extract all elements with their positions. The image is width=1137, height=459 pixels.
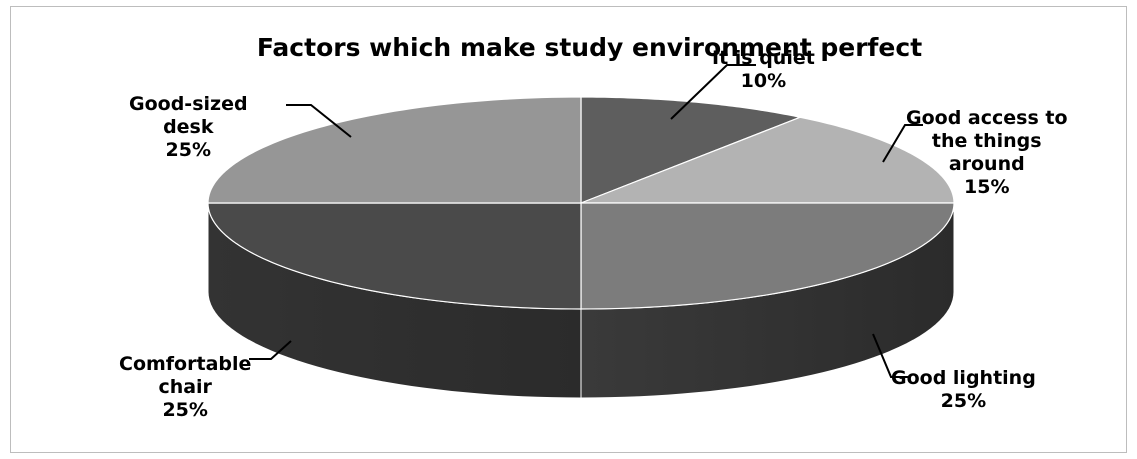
pie-slice-1 [580,116,955,204]
chart-frame: Factors which make study environment per… [10,6,1127,453]
slice-value-label: 15% [964,176,1010,198]
pie-chart [207,64,955,399]
leader-line-3 [249,340,292,360]
slice-label-line: Comfortable [119,353,252,375]
leader-line-4 [286,104,352,138]
pie-slice-2 [580,202,955,310]
slice-label-3: Comfortable chair 25% [119,353,251,422]
slice-label-line: chair [158,376,212,398]
slice-value-label: 25% [165,139,212,161]
slice-label-0: It is quiet 10% [712,47,815,93]
leader-line-1 [882,124,923,163]
slice-label-line: Good access to [906,107,1068,129]
slice-label-line: desk [163,116,214,138]
slice-label-4: Good-sized desk 25% [129,93,248,162]
pie-slice-3 [207,202,582,310]
slice-label-line: It is quiet [712,47,815,69]
slice-label-1: Good access to the things around 15% [906,107,1068,199]
slice-label-line: the things [931,130,1042,152]
pie-slice-4 [207,96,582,204]
pie-slice-0 [580,96,803,204]
leader-line-2 [872,333,909,378]
slice-label-line: Good lighting [891,367,1036,389]
chart-title: Factors which make study environment per… [256,33,923,62]
slice-label-line: around [948,153,1025,175]
leader-line-0 [670,64,756,120]
slice-value-label: 25% [940,390,987,412]
slice-value-label: 25% [162,399,208,421]
slice-label-2: Good lighting 25% [891,367,1036,413]
slice-value-label: 10% [740,70,787,92]
slice-label-line: Good-sized [129,93,248,115]
